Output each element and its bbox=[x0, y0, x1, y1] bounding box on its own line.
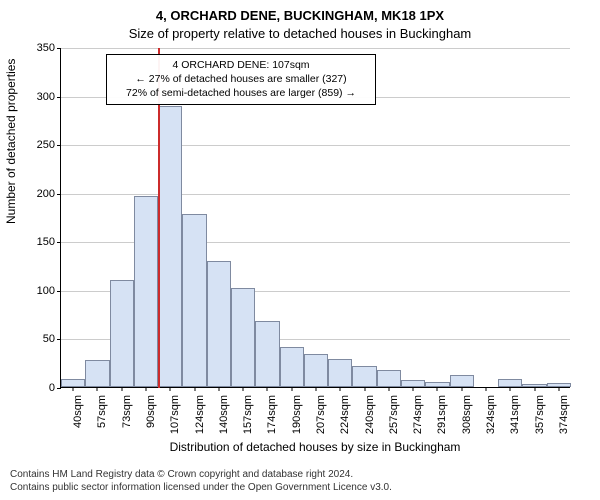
xtick-label: 257sqm bbox=[389, 395, 400, 434]
info-box: 4 ORCHARD DENE: 107sqm ← 27% of detached… bbox=[106, 54, 376, 105]
ytick-label: 0 bbox=[25, 382, 55, 394]
xtick-mark bbox=[97, 387, 98, 391]
xtick-mark bbox=[194, 387, 195, 391]
bar bbox=[328, 359, 352, 387]
xtick-label: 124sqm bbox=[195, 395, 206, 434]
ytick-label: 350 bbox=[25, 42, 55, 54]
bar bbox=[498, 379, 522, 387]
ytick-mark bbox=[57, 242, 61, 243]
xtick-label: 308sqm bbox=[462, 395, 473, 434]
ytick-label: 200 bbox=[25, 188, 55, 200]
xtick-label: 240sqm bbox=[365, 395, 376, 434]
xtick-label: 140sqm bbox=[219, 395, 230, 434]
xtick-label: 57sqm bbox=[97, 395, 108, 428]
ytick-mark bbox=[57, 194, 61, 195]
ytick-mark bbox=[57, 145, 61, 146]
info-line-2: ← 27% of detached houses are smaller (32… bbox=[113, 72, 369, 86]
bar bbox=[377, 370, 401, 387]
info-line-1: 4 ORCHARD DENE: 107sqm bbox=[113, 58, 369, 72]
xtick-label: 157sqm bbox=[243, 395, 254, 434]
xtick-mark bbox=[218, 387, 219, 391]
xtick-label: 224sqm bbox=[340, 395, 351, 434]
xtick-label: 73sqm bbox=[122, 395, 133, 428]
chart-title-sub: Size of property relative to detached ho… bbox=[0, 26, 600, 41]
xtick-mark bbox=[340, 387, 341, 391]
bar bbox=[255, 321, 279, 387]
gridline bbox=[61, 48, 570, 49]
xtick-label: 190sqm bbox=[292, 395, 303, 434]
y-axis-label: Number of detached properties bbox=[4, 210, 18, 224]
bar bbox=[304, 354, 328, 387]
bar bbox=[401, 380, 425, 387]
xtick-mark bbox=[316, 387, 317, 391]
xtick-mark bbox=[146, 387, 147, 391]
bar bbox=[231, 288, 255, 387]
xtick-mark bbox=[413, 387, 414, 391]
xtick-mark bbox=[510, 387, 511, 391]
chart-title-main: 4, ORCHARD DENE, BUCKINGHAM, MK18 1PX bbox=[0, 8, 600, 23]
xtick-mark bbox=[267, 387, 268, 391]
xtick-label: 341sqm bbox=[510, 395, 521, 434]
xtick-label: 374sqm bbox=[559, 395, 570, 434]
footer: Contains HM Land Registry data © Crown c… bbox=[10, 468, 590, 494]
xtick-mark bbox=[170, 387, 171, 391]
gridline bbox=[61, 145, 570, 146]
xtick-label: 274sqm bbox=[413, 395, 424, 434]
xtick-mark bbox=[534, 387, 535, 391]
bar bbox=[182, 214, 206, 387]
xtick-label: 90sqm bbox=[146, 395, 157, 428]
gridline bbox=[61, 194, 570, 195]
bar bbox=[158, 106, 182, 387]
bar bbox=[85, 360, 109, 387]
xtick-label: 174sqm bbox=[267, 395, 278, 434]
ytick-label: 150 bbox=[25, 236, 55, 248]
xtick-label: 357sqm bbox=[535, 395, 546, 434]
ytick-mark bbox=[57, 388, 61, 389]
ytick-mark bbox=[57, 97, 61, 98]
ytick-mark bbox=[57, 339, 61, 340]
ytick-mark bbox=[57, 48, 61, 49]
xtick-label: 40sqm bbox=[73, 395, 84, 428]
xtick-label: 207sqm bbox=[316, 395, 327, 434]
info-line-3: 72% of semi-detached houses are larger (… bbox=[113, 86, 369, 100]
xtick-mark bbox=[437, 387, 438, 391]
ytick-label: 50 bbox=[25, 333, 55, 345]
bar bbox=[61, 379, 85, 387]
xtick-mark bbox=[73, 387, 74, 391]
bar bbox=[352, 366, 376, 387]
xtick-label: 291sqm bbox=[437, 395, 448, 434]
xtick-mark bbox=[558, 387, 559, 391]
xtick-mark bbox=[461, 387, 462, 391]
xtick-label: 107sqm bbox=[170, 395, 181, 434]
xtick-label: 324sqm bbox=[486, 395, 497, 434]
bar bbox=[280, 347, 304, 387]
ytick-mark bbox=[57, 291, 61, 292]
x-axis-label: Distribution of detached houses by size … bbox=[60, 440, 570, 454]
ytick-label: 250 bbox=[25, 139, 55, 151]
xtick-mark bbox=[121, 387, 122, 391]
xtick-mark bbox=[243, 387, 244, 391]
footer-line-1: Contains HM Land Registry data © Crown c… bbox=[10, 468, 590, 481]
xtick-mark bbox=[364, 387, 365, 391]
xtick-mark bbox=[486, 387, 487, 391]
footer-line-2: Contains public sector information licen… bbox=[10, 481, 590, 494]
bar bbox=[134, 196, 158, 387]
bar bbox=[110, 280, 134, 387]
bar bbox=[207, 261, 231, 387]
bar bbox=[450, 375, 474, 387]
xtick-mark bbox=[388, 387, 389, 391]
ytick-label: 100 bbox=[25, 285, 55, 297]
xtick-mark bbox=[291, 387, 292, 391]
ytick-label: 300 bbox=[25, 91, 55, 103]
